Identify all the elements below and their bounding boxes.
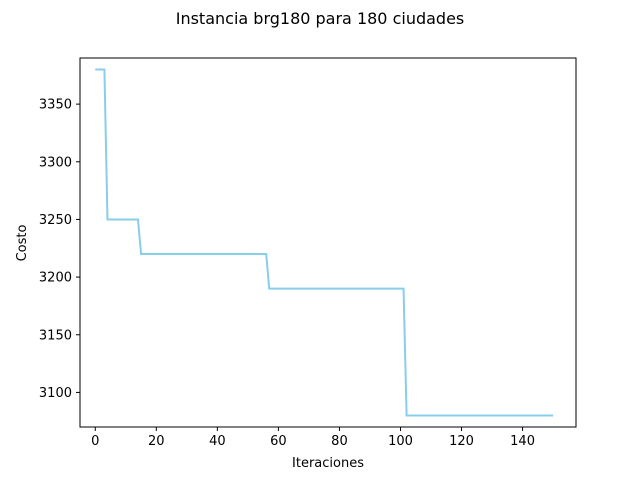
y-tick-label-4: 3300 bbox=[39, 155, 72, 170]
x-axis-label: Iteraciones bbox=[292, 456, 364, 471]
plot-frame bbox=[79, 57, 577, 428]
y-tick-label-0: 3100 bbox=[39, 386, 72, 401]
y-tick-label-5: 3350 bbox=[39, 98, 72, 113]
x-tick-label-7: 140 bbox=[510, 434, 535, 449]
x-tick-label-5: 100 bbox=[388, 434, 413, 449]
x-tick-label-6: 120 bbox=[449, 434, 474, 449]
x-tick-label-1: 20 bbox=[148, 434, 165, 449]
chart-title: Instancia brg180 para 180 ciudades bbox=[176, 9, 465, 28]
y-axis-label: Costo bbox=[15, 225, 30, 262]
y-tick-label-3: 3250 bbox=[39, 213, 72, 228]
plot-area: 0 20 40 60 80 100 120 140 3100 3150 3200 3250 3300 33… bbox=[39, 57, 577, 449]
y-tick-label-2: 3200 bbox=[39, 271, 72, 286]
series-line-0 bbox=[95, 68, 554, 417]
x-tick-label-3: 60 bbox=[270, 434, 287, 449]
x-tick-label-4: 80 bbox=[331, 434, 348, 449]
x-tick-label-0: 0 bbox=[91, 434, 99, 449]
x-tick-label-2: 40 bbox=[209, 434, 226, 449]
y-tick-label-1: 3150 bbox=[39, 328, 72, 343]
